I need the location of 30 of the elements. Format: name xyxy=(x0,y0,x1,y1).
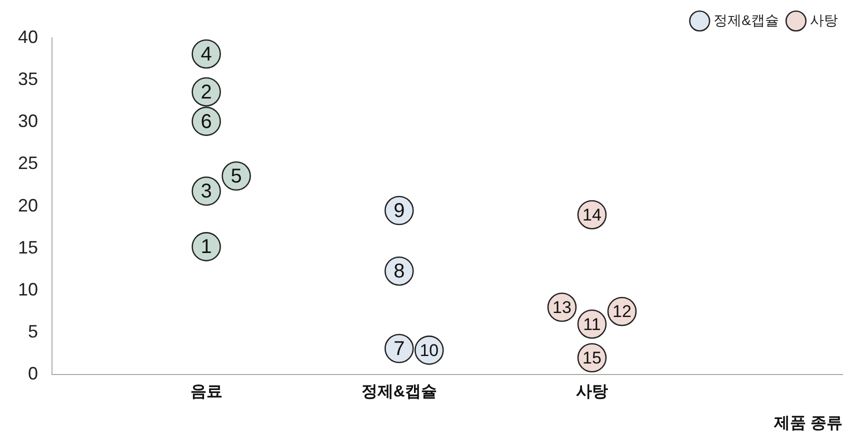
annotation: 14 xyxy=(582,205,602,224)
annotation: 9 xyxy=(394,200,405,222)
x-tick-label: 정제&캡슐 xyxy=(361,384,437,401)
legend-label: 사탕 xyxy=(810,12,838,28)
y-tick-label: 35 xyxy=(18,69,38,90)
annotation: 15 xyxy=(582,348,602,368)
y-tick-label: 20 xyxy=(18,195,38,216)
annotation: 12 xyxy=(612,302,632,322)
annotation: 5 xyxy=(230,166,242,188)
annotation: 8 xyxy=(394,260,405,283)
x-tick-label: 사탕 xyxy=(576,384,608,401)
y-tick-label: 30 xyxy=(18,111,38,132)
annotation: 10 xyxy=(420,340,439,360)
y-tick-label: 40 xyxy=(18,26,38,47)
legend-label: 정제&캡슐 xyxy=(714,12,780,28)
annotation: 1 xyxy=(200,236,212,258)
annotation: 3 xyxy=(200,180,212,203)
x-tick-label: 음료 xyxy=(190,384,222,401)
annotation: 2 xyxy=(200,81,212,104)
annotation: 4 xyxy=(200,44,212,66)
annotation: 13 xyxy=(552,298,572,317)
y-tick-label: 5 xyxy=(28,321,38,342)
annotation: 11 xyxy=(583,314,601,334)
x-axis-title: 제품 종류 xyxy=(773,414,843,432)
y-tick-label: 10 xyxy=(18,279,38,300)
annotation: 7 xyxy=(394,338,405,360)
y-tick-label: 15 xyxy=(18,237,38,258)
y-tick-label: 25 xyxy=(18,153,38,174)
annotation: 6 xyxy=(200,110,212,133)
y-tick-label: 0 xyxy=(28,364,38,384)
